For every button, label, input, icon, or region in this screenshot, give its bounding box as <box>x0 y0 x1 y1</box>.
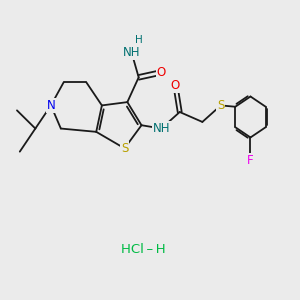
Text: S: S <box>217 99 224 112</box>
Text: O: O <box>157 66 166 79</box>
Text: F: F <box>247 154 254 167</box>
Text: NH: NH <box>123 46 140 59</box>
Text: HCl – H: HCl – H <box>121 243 165 256</box>
Text: N: N <box>46 99 55 112</box>
Text: H: H <box>135 35 142 45</box>
Text: S: S <box>121 142 128 155</box>
Text: O: O <box>171 79 180 92</box>
Text: NH: NH <box>153 122 170 135</box>
